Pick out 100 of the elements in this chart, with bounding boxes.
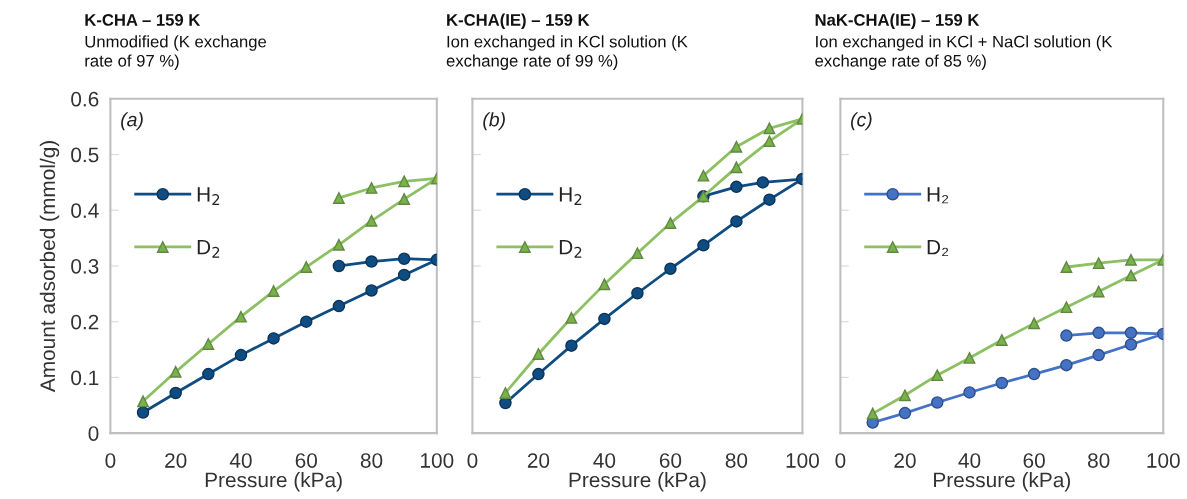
legend-label: H₂ [927, 187, 949, 204]
y-tick-label: 0.1 [71, 370, 99, 386]
point [398, 193, 411, 206]
point [931, 396, 944, 409]
point [267, 332, 280, 345]
point [763, 135, 776, 148]
point [499, 387, 512, 399]
x-tick-label: 0 [467, 453, 478, 468]
x-tick-label: 60 [295, 453, 318, 468]
point [202, 367, 215, 381]
point [332, 299, 346, 313]
annotation: (c) [850, 112, 872, 131]
chart-title: K-CHA(IE) – 159 K [447, 13, 590, 30]
point [697, 169, 710, 182]
point [995, 376, 1009, 390]
point [267, 285, 280, 297]
x-tick-label: 20 [894, 453, 916, 468]
point [169, 365, 182, 378]
point [1060, 261, 1073, 273]
point [1124, 338, 1138, 351]
chart-subtitle: Ion exchanged in KCl solution (K exchange rate of 99 %) [446, 35, 688, 70]
point [963, 352, 976, 364]
x-tick-label: 100 [786, 453, 819, 468]
x-tick-label: 80 [360, 453, 383, 468]
point [169, 386, 182, 400]
point [137, 395, 149, 408]
point [299, 315, 313, 328]
x-axis-title: Pressure (kPa) [205, 472, 342, 492]
point [763, 193, 776, 206]
point [899, 389, 911, 402]
point [763, 122, 776, 135]
point [931, 369, 944, 382]
point [866, 407, 879, 420]
point [1092, 326, 1105, 340]
point [898, 406, 912, 420]
point [397, 252, 411, 265]
point [995, 334, 1008, 346]
point [1124, 326, 1138, 340]
point [631, 247, 644, 260]
x-tick-label: 80 [725, 453, 748, 468]
x-tick-label: 60 [1023, 453, 1045, 468]
point [365, 214, 378, 227]
point [397, 268, 411, 282]
x-tick-label: 100 [1147, 453, 1180, 468]
point [730, 161, 743, 174]
point [565, 339, 578, 352]
y-tick-label: 0.6 [71, 91, 99, 107]
point [332, 238, 345, 251]
point [1092, 285, 1105, 298]
point [631, 287, 644, 300]
point [365, 284, 378, 297]
point [532, 367, 545, 381]
point [598, 312, 611, 326]
point [300, 261, 313, 273]
point [598, 278, 611, 291]
point [730, 215, 743, 228]
chart-title: K-CHA – 159 K [85, 13, 201, 26]
point [398, 175, 411, 188]
point [332, 259, 346, 273]
x-axis-title: Pressure (kPa) [569, 472, 706, 492]
point [730, 180, 743, 194]
y-axis-title: Amount adsorbed (mmol/g) [39, 141, 60, 393]
y-tick-label: 0.4 [71, 203, 99, 218]
legend-label: D$_{2}$ [197, 239, 220, 258]
legend-label: H$_{2}$ [197, 187, 220, 205]
point [1027, 367, 1041, 381]
point [1125, 253, 1137, 266]
x-tick-label: 80 [1088, 453, 1110, 468]
point [565, 311, 578, 324]
chart-subtitle: Unmodified (K exchange rate of 97 %) [85, 35, 267, 70]
y-tick-label: 0 [88, 426, 99, 441]
point [235, 310, 247, 323]
x-tick-label: 60 [659, 453, 682, 468]
point [234, 348, 248, 362]
annotation: (b) [483, 112, 505, 131]
x-tick-label: 20 [527, 453, 550, 468]
point [532, 348, 545, 360]
y-tick-label: 0.2 [71, 314, 99, 330]
legend-label: D₂ [927, 239, 949, 257]
point [332, 192, 345, 204]
chart-subtitle: Ion exchanged in KCl + NaCl solution (K exchange rate of 85 %) [815, 35, 1113, 70]
legend-label: D$_{2}$ [559, 239, 582, 258]
point [1028, 317, 1041, 330]
point [1092, 257, 1105, 270]
x-tick-label: 20 [165, 453, 187, 468]
chart-title: NaK-CHA(IE) – 159 K [815, 13, 980, 30]
point [756, 176, 770, 189]
point [365, 182, 378, 194]
x-tick-label: 40 [958, 453, 981, 468]
x-axis-title: Pressure (kPa) [934, 472, 1070, 492]
y-tick-label: 0.3 [71, 258, 99, 274]
legend-label: H$_{2}$ [559, 187, 582, 205]
point [1125, 269, 1137, 282]
point [202, 338, 215, 350]
point [1060, 329, 1073, 342]
point [730, 140, 743, 153]
point [664, 262, 677, 276]
x-tick-label: 0 [835, 453, 846, 468]
point [1092, 348, 1105, 362]
point [697, 239, 710, 252]
